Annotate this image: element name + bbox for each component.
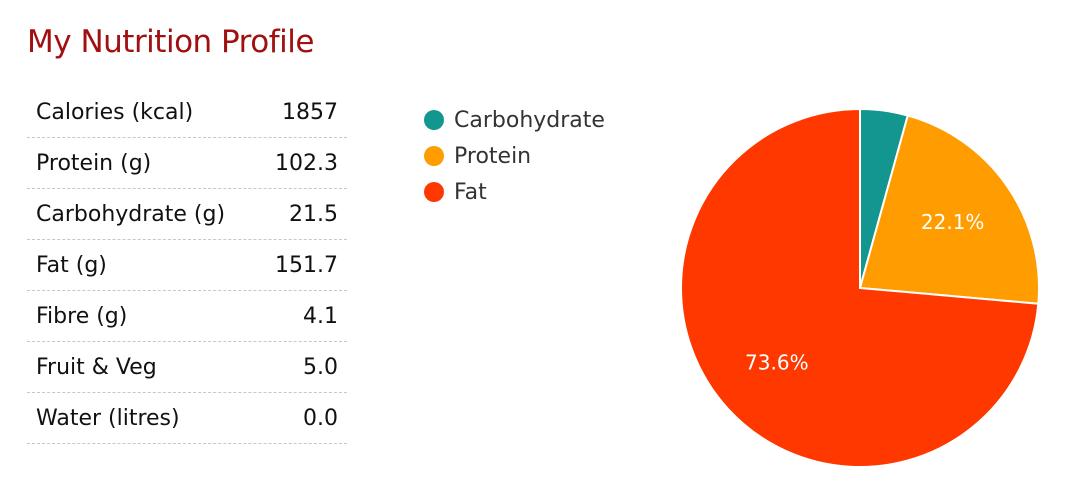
pie-slice-fat[interactable] (680, 107, 1040, 468)
nutrient-value: 151.7 (275, 252, 338, 278)
nutrient-label: Fat (g) (36, 252, 107, 278)
legend-swatch (424, 182, 444, 202)
nutrient-label: Calories (kcal) (36, 99, 194, 125)
legend-label: Fat (454, 179, 487, 205)
pie-slice-protein[interactable] (858, 114, 1040, 305)
nutrient-label: Protein (g) (36, 150, 152, 176)
nutrient-value: 1857 (282, 99, 338, 125)
nutrient-value: 102.3 (275, 150, 338, 176)
nutrition-table: Calories (kcal) 1857 Protein (g) 102.3 Carbo… (27, 87, 347, 444)
nutrient-label: Fruit & Veg (36, 354, 157, 380)
legend-swatch (424, 110, 444, 130)
nutrient-label: Fibre (g) (36, 303, 128, 329)
nutrient-label: Carbohydrate (g) (36, 201, 226, 227)
table-row: Carbohydrate (g) 21.5 (27, 189, 347, 240)
pie-data-label: 73.6% (745, 351, 809, 375)
table-row: Protein (g) 102.3 (27, 138, 347, 189)
table-row: Fat (g) 151.7 (27, 240, 347, 291)
legend-label: Carbohydrate (454, 107, 605, 133)
table-row: Calories (kcal) 1857 (27, 87, 347, 138)
legend-label: Protein (454, 143, 532, 169)
chart-legend: Carbohydrate Protein Fat (424, 102, 605, 210)
legend-item-carbohydrate[interactable]: Carbohydrate (424, 102, 605, 138)
nutrient-value: 0.0 (303, 405, 338, 431)
nutrient-label: Water (litres) (36, 405, 180, 431)
legend-swatch (424, 146, 444, 166)
table-row: Fruit & Veg 5.0 (27, 342, 347, 393)
nutrient-value: 4.1 (303, 303, 338, 329)
nutrient-value: 21.5 (289, 201, 338, 227)
legend-item-protein[interactable]: Protein (424, 138, 605, 174)
legend-item-fat[interactable]: Fat (424, 174, 605, 210)
table-row: Water (litres) 0.0 (27, 393, 347, 444)
page-title: My Nutrition Profile (27, 24, 314, 60)
nutrient-value: 5.0 (303, 354, 338, 380)
pie-data-label: 22.1% (921, 210, 985, 234)
table-row: Fibre (g) 4.1 (27, 291, 347, 342)
